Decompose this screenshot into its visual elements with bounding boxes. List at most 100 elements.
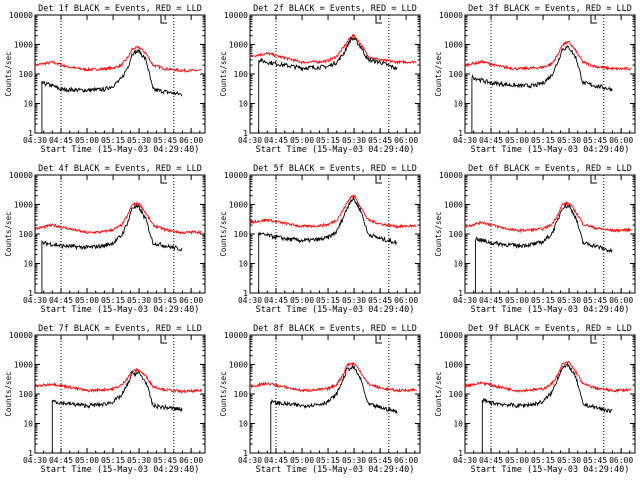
x-tick-label: 05:00 bbox=[75, 296, 99, 305]
x-tick-label: 05:15 bbox=[101, 296, 125, 305]
y-tick-label: 10000 bbox=[224, 171, 248, 180]
x-tick-label: 05:30 bbox=[127, 136, 151, 145]
l-marker bbox=[590, 15, 597, 24]
x-tick-label: 04:30 bbox=[453, 456, 477, 465]
panel-det-9: Det 9f BLACK = Events, RED = LLD 1 10 100 10… bbox=[434, 324, 636, 475]
y-tick-label: 1 bbox=[458, 129, 463, 138]
y-tick-label: 10 bbox=[453, 260, 463, 269]
l-marker bbox=[375, 175, 382, 184]
l-marker bbox=[375, 335, 382, 344]
y-tick-label: 10000 bbox=[439, 331, 463, 340]
x-tick-label: 06:00 bbox=[179, 136, 203, 145]
panel-det-1: Det 1f BLACK = Events, RED = LLD 1 10 100 10… bbox=[4, 4, 206, 155]
y-tick-label: 10000 bbox=[224, 11, 248, 20]
x-tick-label: 05:45 bbox=[368, 136, 392, 145]
plot-frame bbox=[34, 14, 206, 134]
x-tick-label: 05:00 bbox=[505, 136, 529, 145]
lld-series-line bbox=[249, 32, 417, 65]
panel-det-3: Det 3f BLACK = Events, RED = LLD 1 10 100 10… bbox=[434, 4, 636, 155]
y-tick-label: 100 bbox=[234, 70, 249, 79]
y-tick-label: 1 bbox=[458, 449, 463, 458]
panel-title: Det 6f BLACK = Events, RED = LLD bbox=[468, 164, 632, 174]
x-tick-label: 04:30 bbox=[238, 136, 262, 145]
panel-title: Det 2f BLACK = Events, RED = LLD bbox=[253, 4, 417, 14]
y-tick-label: 1000 bbox=[14, 41, 33, 50]
l-marker bbox=[160, 175, 167, 184]
x-tick-label: 05:45 bbox=[153, 296, 177, 305]
x-tick-label: 05:45 bbox=[583, 456, 607, 465]
events-series-line bbox=[51, 370, 183, 453]
x-tick-label: 05:30 bbox=[557, 296, 581, 305]
x-tick-label: 05:15 bbox=[316, 296, 340, 305]
l-marker bbox=[160, 335, 167, 344]
x-tick-label: 05:30 bbox=[342, 456, 366, 465]
y-tick-label: 1 bbox=[458, 289, 463, 298]
x-tick-label: 04:45 bbox=[479, 296, 503, 305]
x-tick-label: 04:30 bbox=[23, 136, 47, 145]
x-tick-label: 04:45 bbox=[264, 296, 288, 305]
x-tick-label: 04:45 bbox=[479, 136, 503, 145]
x-tick-label: 05:00 bbox=[290, 456, 314, 465]
y-axis-label: Counts/sec bbox=[4, 211, 13, 256]
plot-frame bbox=[34, 334, 206, 454]
y-tick-label: 100 bbox=[449, 230, 464, 239]
x-axis-label: Start Time (15-May-03 04:29:40) bbox=[41, 465, 200, 475]
plot-frame bbox=[464, 14, 636, 134]
y-tick-label: 10 bbox=[238, 260, 248, 269]
x-tick-label: 04:30 bbox=[453, 296, 477, 305]
y-tick-label: 10 bbox=[23, 420, 33, 429]
x-tick-label: 05:15 bbox=[101, 136, 125, 145]
events-series-line bbox=[474, 203, 613, 293]
l-marker bbox=[590, 335, 597, 344]
x-tick-label: 04:30 bbox=[23, 456, 47, 465]
y-tick-label: 100 bbox=[449, 390, 464, 399]
y-axis-label: Counts/sec bbox=[219, 371, 228, 416]
x-axis-label: Start Time (15-May-03 04:29:40) bbox=[256, 305, 415, 315]
events-series-line bbox=[258, 36, 398, 133]
x-tick-label: 05:45 bbox=[153, 456, 177, 465]
y-tick-label: 100 bbox=[19, 390, 34, 399]
x-tick-label: 05:30 bbox=[557, 456, 581, 465]
y-tick-label: 1000 bbox=[229, 201, 248, 210]
x-tick-label: 05:15 bbox=[101, 456, 125, 465]
x-tick-label: 06:00 bbox=[394, 136, 418, 145]
x-tick-label: 06:00 bbox=[179, 296, 203, 305]
x-tick-label: 05:15 bbox=[316, 456, 340, 465]
plot-frame bbox=[249, 14, 421, 134]
x-tick-label: 05:45 bbox=[153, 136, 177, 145]
y-tick-label: 100 bbox=[234, 230, 249, 239]
panel-title: Det 1f BLACK = Events, RED = LLD bbox=[38, 4, 202, 14]
y-tick-label: 10 bbox=[453, 100, 463, 109]
y-tick-label: 1 bbox=[28, 129, 33, 138]
x-tick-label: 05:00 bbox=[290, 136, 314, 145]
panel-det-2: Det 2f BLACK = Events, RED = LLD 1 10 100 10… bbox=[219, 4, 421, 155]
panel-det-7: Det 7f BLACK = Events, RED = LLD 1 10 100 10… bbox=[4, 324, 206, 475]
panel-title: Det 5f BLACK = Events, RED = LLD bbox=[253, 164, 417, 174]
panel-det-5: Det 5f BLACK = Events, RED = LLD 1 10 100 10… bbox=[219, 164, 421, 315]
lld-series-line bbox=[34, 201, 202, 235]
y-tick-label: 10000 bbox=[439, 171, 463, 180]
events-series-line bbox=[270, 364, 398, 453]
x-axis-label: Start Time (15-May-03 04:29:40) bbox=[471, 465, 630, 475]
y-axis-label: Counts/sec bbox=[434, 51, 443, 96]
lld-series-line bbox=[464, 40, 632, 72]
x-tick-label: 05:30 bbox=[342, 296, 366, 305]
events-series-line bbox=[481, 363, 613, 453]
x-axis-label: Start Time (15-May-03 04:29:40) bbox=[471, 145, 630, 155]
y-axis-label: Counts/sec bbox=[4, 371, 13, 416]
y-axis-label: Counts/sec bbox=[4, 51, 13, 96]
x-tick-label: 05:15 bbox=[531, 136, 555, 145]
y-axis-label: Counts/sec bbox=[219, 51, 228, 96]
y-tick-label: 1 bbox=[28, 449, 33, 458]
x-tick-label: 04:45 bbox=[264, 456, 288, 465]
y-tick-label: 100 bbox=[234, 390, 249, 399]
x-tick-label: 06:00 bbox=[609, 136, 633, 145]
x-tick-label: 06:00 bbox=[609, 456, 633, 465]
x-tick-label: 04:45 bbox=[479, 456, 503, 465]
x-tick-label: 04:30 bbox=[23, 296, 47, 305]
panel-det-6: Det 6f BLACK = Events, RED = LLD 1 10 100 10… bbox=[434, 164, 636, 315]
lld-series-line bbox=[249, 194, 417, 229]
y-tick-label: 1000 bbox=[14, 361, 33, 370]
y-tick-label: 10 bbox=[23, 260, 33, 269]
y-tick-label: 10 bbox=[238, 100, 248, 109]
